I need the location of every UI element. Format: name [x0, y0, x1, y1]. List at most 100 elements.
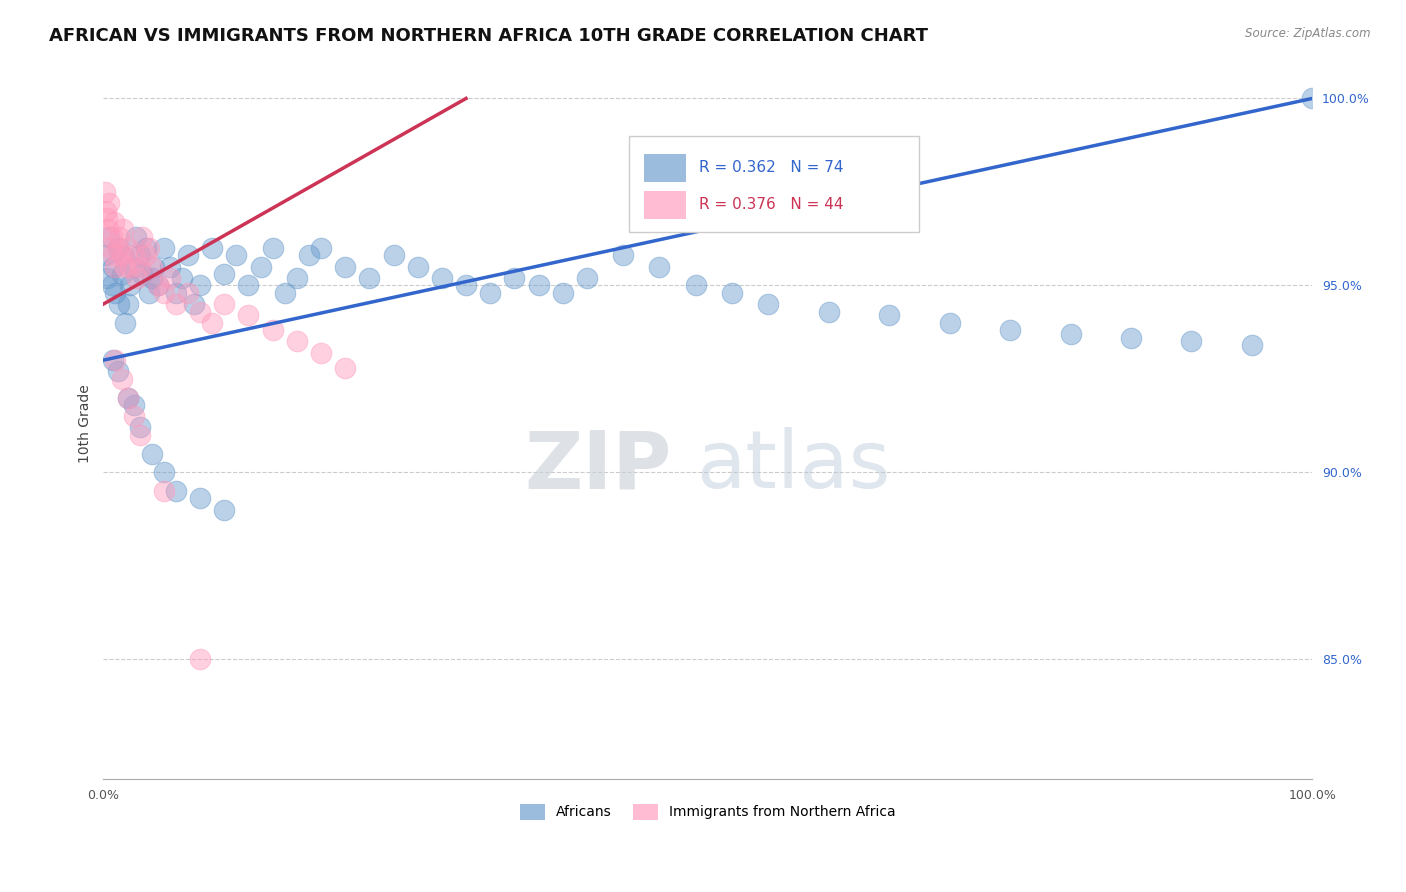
- Point: [138, 285, 160, 300]
- Point: [117, 297, 139, 311]
- Point: [107, 241, 129, 255]
- Point: [93, 248, 115, 262]
- Point: [756, 297, 779, 311]
- Point: [612, 248, 634, 262]
- Point: [214, 297, 236, 311]
- Point: [527, 278, 550, 293]
- Point: [406, 260, 429, 274]
- Point: [117, 391, 139, 405]
- Point: [214, 502, 236, 516]
- Point: [110, 267, 132, 281]
- Point: [430, 271, 453, 285]
- Point: [98, 229, 121, 244]
- Point: [159, 271, 181, 285]
- Point: [183, 297, 205, 311]
- Point: [96, 211, 118, 225]
- Point: [122, 248, 145, 262]
- Point: [101, 278, 124, 293]
- Point: [141, 447, 163, 461]
- Point: [111, 222, 134, 236]
- Point: [94, 203, 117, 218]
- Point: [122, 260, 145, 274]
- Text: ZIP: ZIP: [524, 427, 672, 506]
- Point: [118, 278, 141, 293]
- Point: [128, 248, 150, 262]
- Point: [165, 285, 187, 300]
- Bar: [644, 191, 686, 219]
- Point: [238, 308, 260, 322]
- Point: [146, 278, 169, 293]
- Point: [1059, 326, 1081, 341]
- Point: [118, 260, 141, 274]
- Point: [333, 360, 356, 375]
- Point: [98, 196, 121, 211]
- Point: [1180, 334, 1202, 349]
- Point: [238, 278, 260, 293]
- Point: [274, 285, 297, 300]
- Point: [249, 260, 271, 274]
- Point: [285, 271, 308, 285]
- Point: [214, 267, 236, 281]
- Text: Source: ZipAtlas.com: Source: ZipAtlas.com: [1246, 27, 1371, 40]
- Point: [285, 334, 308, 349]
- Legend: Africans, Immigrants from Northern Africa: Africans, Immigrants from Northern Afric…: [515, 798, 901, 825]
- Point: [117, 391, 139, 405]
- Point: [101, 353, 124, 368]
- Point: [998, 323, 1021, 337]
- Point: [359, 271, 381, 285]
- Point: [153, 285, 176, 300]
- Point: [104, 285, 127, 300]
- Point: [111, 248, 134, 262]
- Point: [101, 248, 124, 262]
- Point: [104, 260, 127, 274]
- Point: [107, 364, 129, 378]
- Point: [575, 271, 598, 285]
- Point: [122, 398, 145, 412]
- Point: [108, 297, 131, 311]
- Point: [138, 241, 160, 255]
- Point: [153, 466, 176, 480]
- Point: [114, 316, 136, 330]
- Point: [131, 229, 153, 244]
- Point: [721, 285, 744, 300]
- Point: [165, 483, 187, 498]
- Point: [107, 241, 129, 255]
- Point: [170, 271, 193, 285]
- Point: [685, 278, 707, 293]
- Point: [141, 260, 163, 274]
- Point: [128, 260, 150, 274]
- Point: [131, 267, 153, 281]
- Point: [262, 323, 284, 337]
- Point: [125, 229, 148, 244]
- Point: [101, 229, 124, 244]
- Point: [225, 248, 247, 262]
- Point: [551, 285, 574, 300]
- Point: [177, 285, 200, 300]
- Point: [201, 316, 224, 330]
- Point: [165, 297, 187, 311]
- Point: [101, 260, 124, 274]
- Point: [877, 308, 900, 322]
- Point: [1240, 338, 1263, 352]
- Point: [298, 248, 321, 262]
- Point: [177, 248, 200, 262]
- Point: [97, 222, 120, 236]
- Point: [309, 241, 332, 255]
- FancyBboxPatch shape: [630, 136, 920, 232]
- Point: [93, 185, 115, 199]
- Point: [503, 271, 526, 285]
- Point: [188, 491, 211, 506]
- Text: AFRICAN VS IMMIGRANTS FROM NORTHERN AFRICA 10TH GRADE CORRELATION CHART: AFRICAN VS IMMIGRANTS FROM NORTHERN AFRI…: [49, 27, 928, 45]
- Point: [127, 271, 149, 285]
- Point: [143, 260, 166, 274]
- Point: [110, 372, 132, 386]
- Point: [309, 345, 332, 359]
- Point: [135, 248, 157, 262]
- Point: [110, 248, 132, 262]
- Point: [122, 409, 145, 424]
- Text: R = 0.376   N = 44: R = 0.376 N = 44: [699, 197, 844, 212]
- Bar: [644, 153, 686, 182]
- Point: [1301, 91, 1323, 105]
- Point: [479, 285, 502, 300]
- Point: [817, 304, 839, 318]
